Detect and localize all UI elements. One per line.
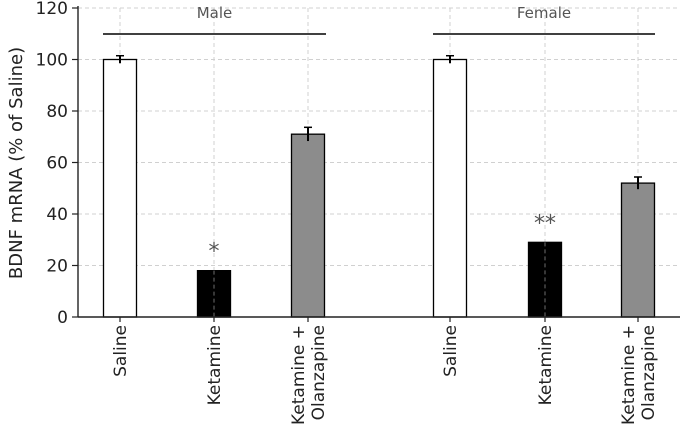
- bars: [102, 54, 656, 318]
- y-tick-label: 0: [57, 308, 68, 328]
- y-tick-label: 60: [46, 154, 68, 174]
- labels: 0 20 40 60 80 100 120 Saline * Ketamine Ketamine +…: [36, 0, 659, 425]
- bar: [102, 58, 138, 318]
- axes: [72, 6, 680, 322]
- y-tick-label: 100: [36, 51, 68, 71]
- category-label: Ketamine +: [619, 325, 639, 425]
- y-tick-label: 120: [36, 0, 68, 19]
- category-label: Ketamine: [536, 325, 556, 405]
- y-tick-label: 80: [46, 102, 68, 122]
- category-label: Olanzapine: [639, 325, 659, 420]
- y-tick-label: 20: [46, 257, 68, 277]
- bar: [432, 58, 468, 318]
- category-label: Ketamine +: [289, 325, 309, 425]
- y-axis-title: BDNF mRNA (% of Saline): [6, 47, 27, 279]
- category-label: Saline: [441, 325, 461, 377]
- bar: [290, 133, 326, 318]
- group-title: Female: [517, 4, 571, 22]
- category-label: Olanzapine: [309, 325, 329, 420]
- y-tick-label: 40: [46, 205, 68, 225]
- group-title: Male: [197, 4, 233, 22]
- significance-marker: **: [534, 211, 556, 236]
- grid-lines: [78, 7, 680, 318]
- category-label: Saline: [111, 325, 131, 377]
- category-label: Ketamine: [205, 325, 225, 405]
- bar: [620, 182, 656, 318]
- significance-marker: *: [209, 240, 220, 265]
